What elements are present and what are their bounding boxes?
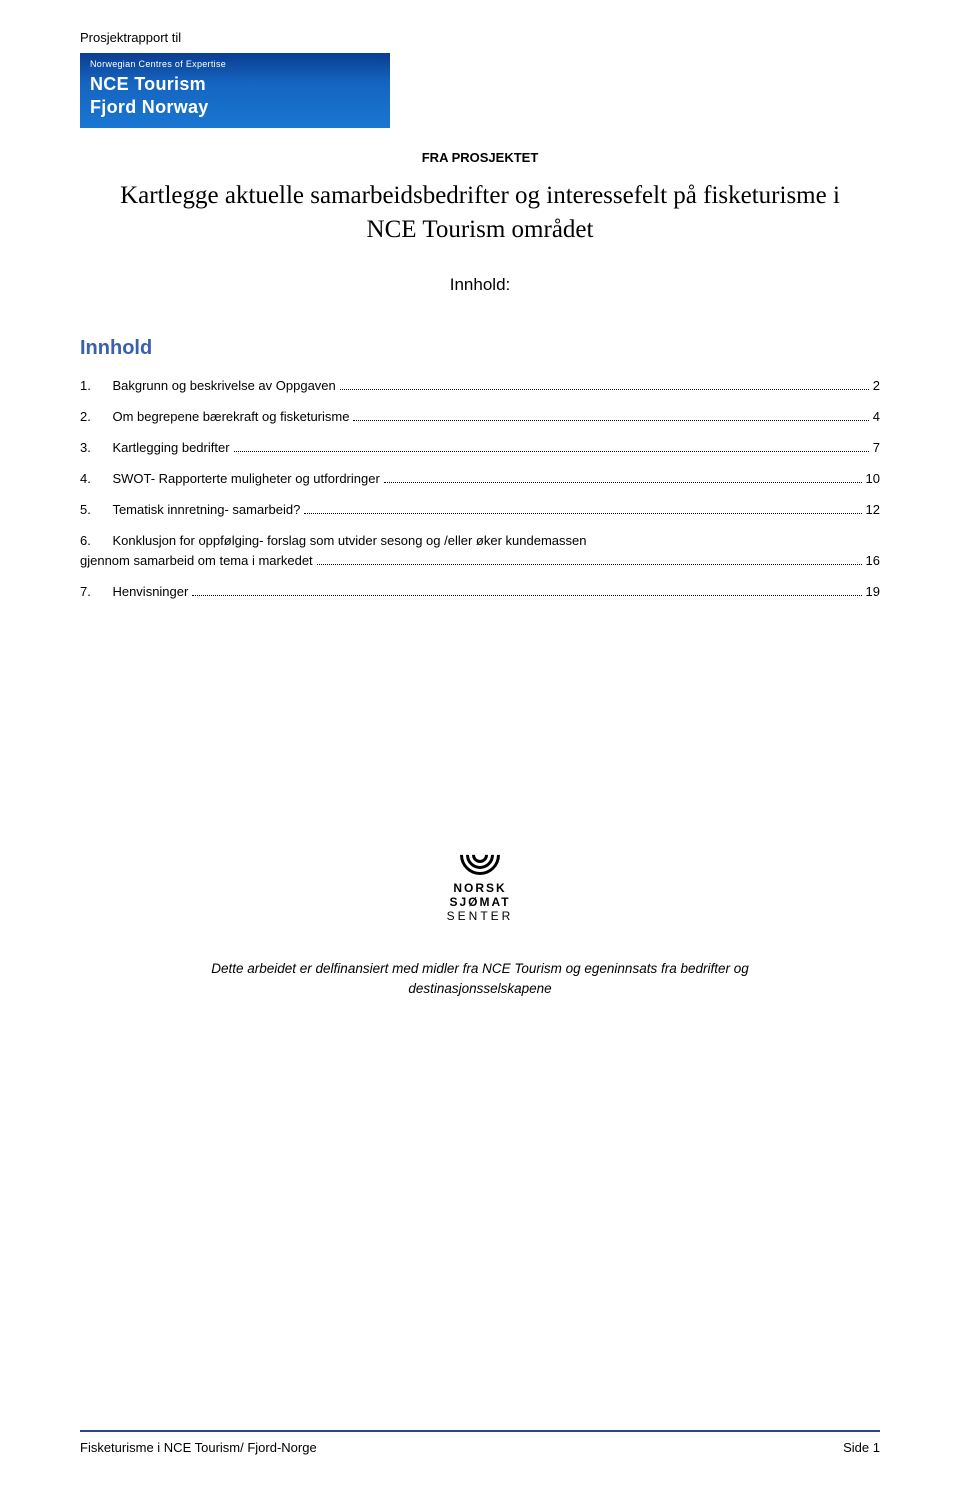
toc-entry[interactable]: 5. Tematisk innretning- samarbeid? 12 — [80, 500, 880, 520]
toc-text: SWOT- Rapporterte muligheter og utfordri… — [112, 469, 379, 489]
toc-text: Om begrepene bærekraft og fisketurisme — [112, 407, 349, 427]
logo-line-1: NCE Tourism — [90, 73, 380, 96]
funding-text: Dette arbeidet er delfinansiert med midl… — [140, 959, 820, 998]
toc-text: Henvisninger — [112, 582, 188, 602]
toc-text: Kartlegging bedrifter — [112, 438, 229, 458]
innhold-centered-label: Innhold: — [80, 275, 880, 295]
toc-number: 1. — [80, 376, 112, 396]
toc-number: 7. — [80, 582, 112, 602]
footer-left: Fisketurisme i NCE Tourism/ Fjord-Norge — [80, 1440, 317, 1455]
page-footer: Fisketurisme i NCE Tourism/ Fjord-Norge … — [80, 1430, 880, 1455]
logo-small-text: Norwegian Centres of Expertise — [90, 59, 380, 69]
toc-number: 4. — [80, 469, 112, 489]
logo-line-2: Fjord Norway — [90, 96, 380, 119]
toc-leader-dots — [234, 440, 869, 452]
toc-number: 5. — [80, 500, 112, 520]
toc-page: 4 — [873, 407, 880, 427]
main-title: Kartlegge aktuelle samarbeidsbedrifter o… — [120, 179, 840, 247]
toc-page: 16 — [866, 551, 880, 571]
nce-logo: Norwegian Centres of Expertise NCE Touri… — [80, 53, 390, 128]
toc-leader-dots — [353, 409, 868, 421]
project-label: FRA PROSJEKTET — [80, 150, 880, 165]
toc-entry[interactable]: 6. Konklusjon for oppfølging- forslag so… — [80, 531, 880, 571]
toc-text: gjennom samarbeid om tema i markedet — [80, 551, 313, 571]
toc-text: Tematisk innretning- samarbeid? — [112, 500, 300, 520]
top-label: Prosjektrapport til — [80, 30, 880, 45]
toc-heading: Innhold — [80, 337, 880, 360]
toc-text: Bakgrunn og beskrivelse av Oppgaven — [112, 376, 335, 396]
toc-entry[interactable]: 4. SWOT- Rapporterte muligheter og utfor… — [80, 469, 880, 489]
sjomat-wave-icon — [452, 833, 508, 877]
toc-text: Konklusjon for oppfølging- forslag som u… — [112, 533, 586, 548]
toc-page: 7 — [873, 438, 880, 458]
toc-page: 19 — [866, 582, 880, 602]
toc-page: 2 — [873, 376, 880, 396]
toc-leader-dots — [304, 502, 861, 514]
footer-divider — [80, 1430, 880, 1432]
toc-number: 2. — [80, 407, 112, 427]
toc-entry[interactable]: 2. Om begrepene bærekraft og fisketurism… — [80, 407, 880, 427]
toc-entry[interactable]: 3. Kartlegging bedrifter 7 — [80, 438, 880, 458]
toc-leader-dots — [317, 554, 862, 566]
toc-leader-dots — [340, 378, 869, 390]
toc-leader-dots — [192, 585, 861, 597]
toc-entry[interactable]: 7. Henvisninger 19 — [80, 582, 880, 602]
toc-entry[interactable]: 1. Bakgrunn og beskrivelse av Oppgaven 2 — [80, 376, 880, 396]
toc-page: 12 — [866, 500, 880, 520]
toc-leader-dots — [384, 471, 862, 483]
sjomat-text: NORSK SJØMAT SENTER — [447, 881, 514, 924]
sjomat-logo-block: NORSK SJØMAT SENTER — [80, 833, 880, 926]
toc-number: 3. — [80, 438, 112, 458]
footer-right: Side 1 — [843, 1440, 880, 1455]
toc-number: 6. — [80, 533, 112, 548]
toc-page: 10 — [866, 469, 880, 489]
table-of-contents: 1. Bakgrunn og beskrivelse av Oppgaven 2 2… — [80, 376, 880, 603]
